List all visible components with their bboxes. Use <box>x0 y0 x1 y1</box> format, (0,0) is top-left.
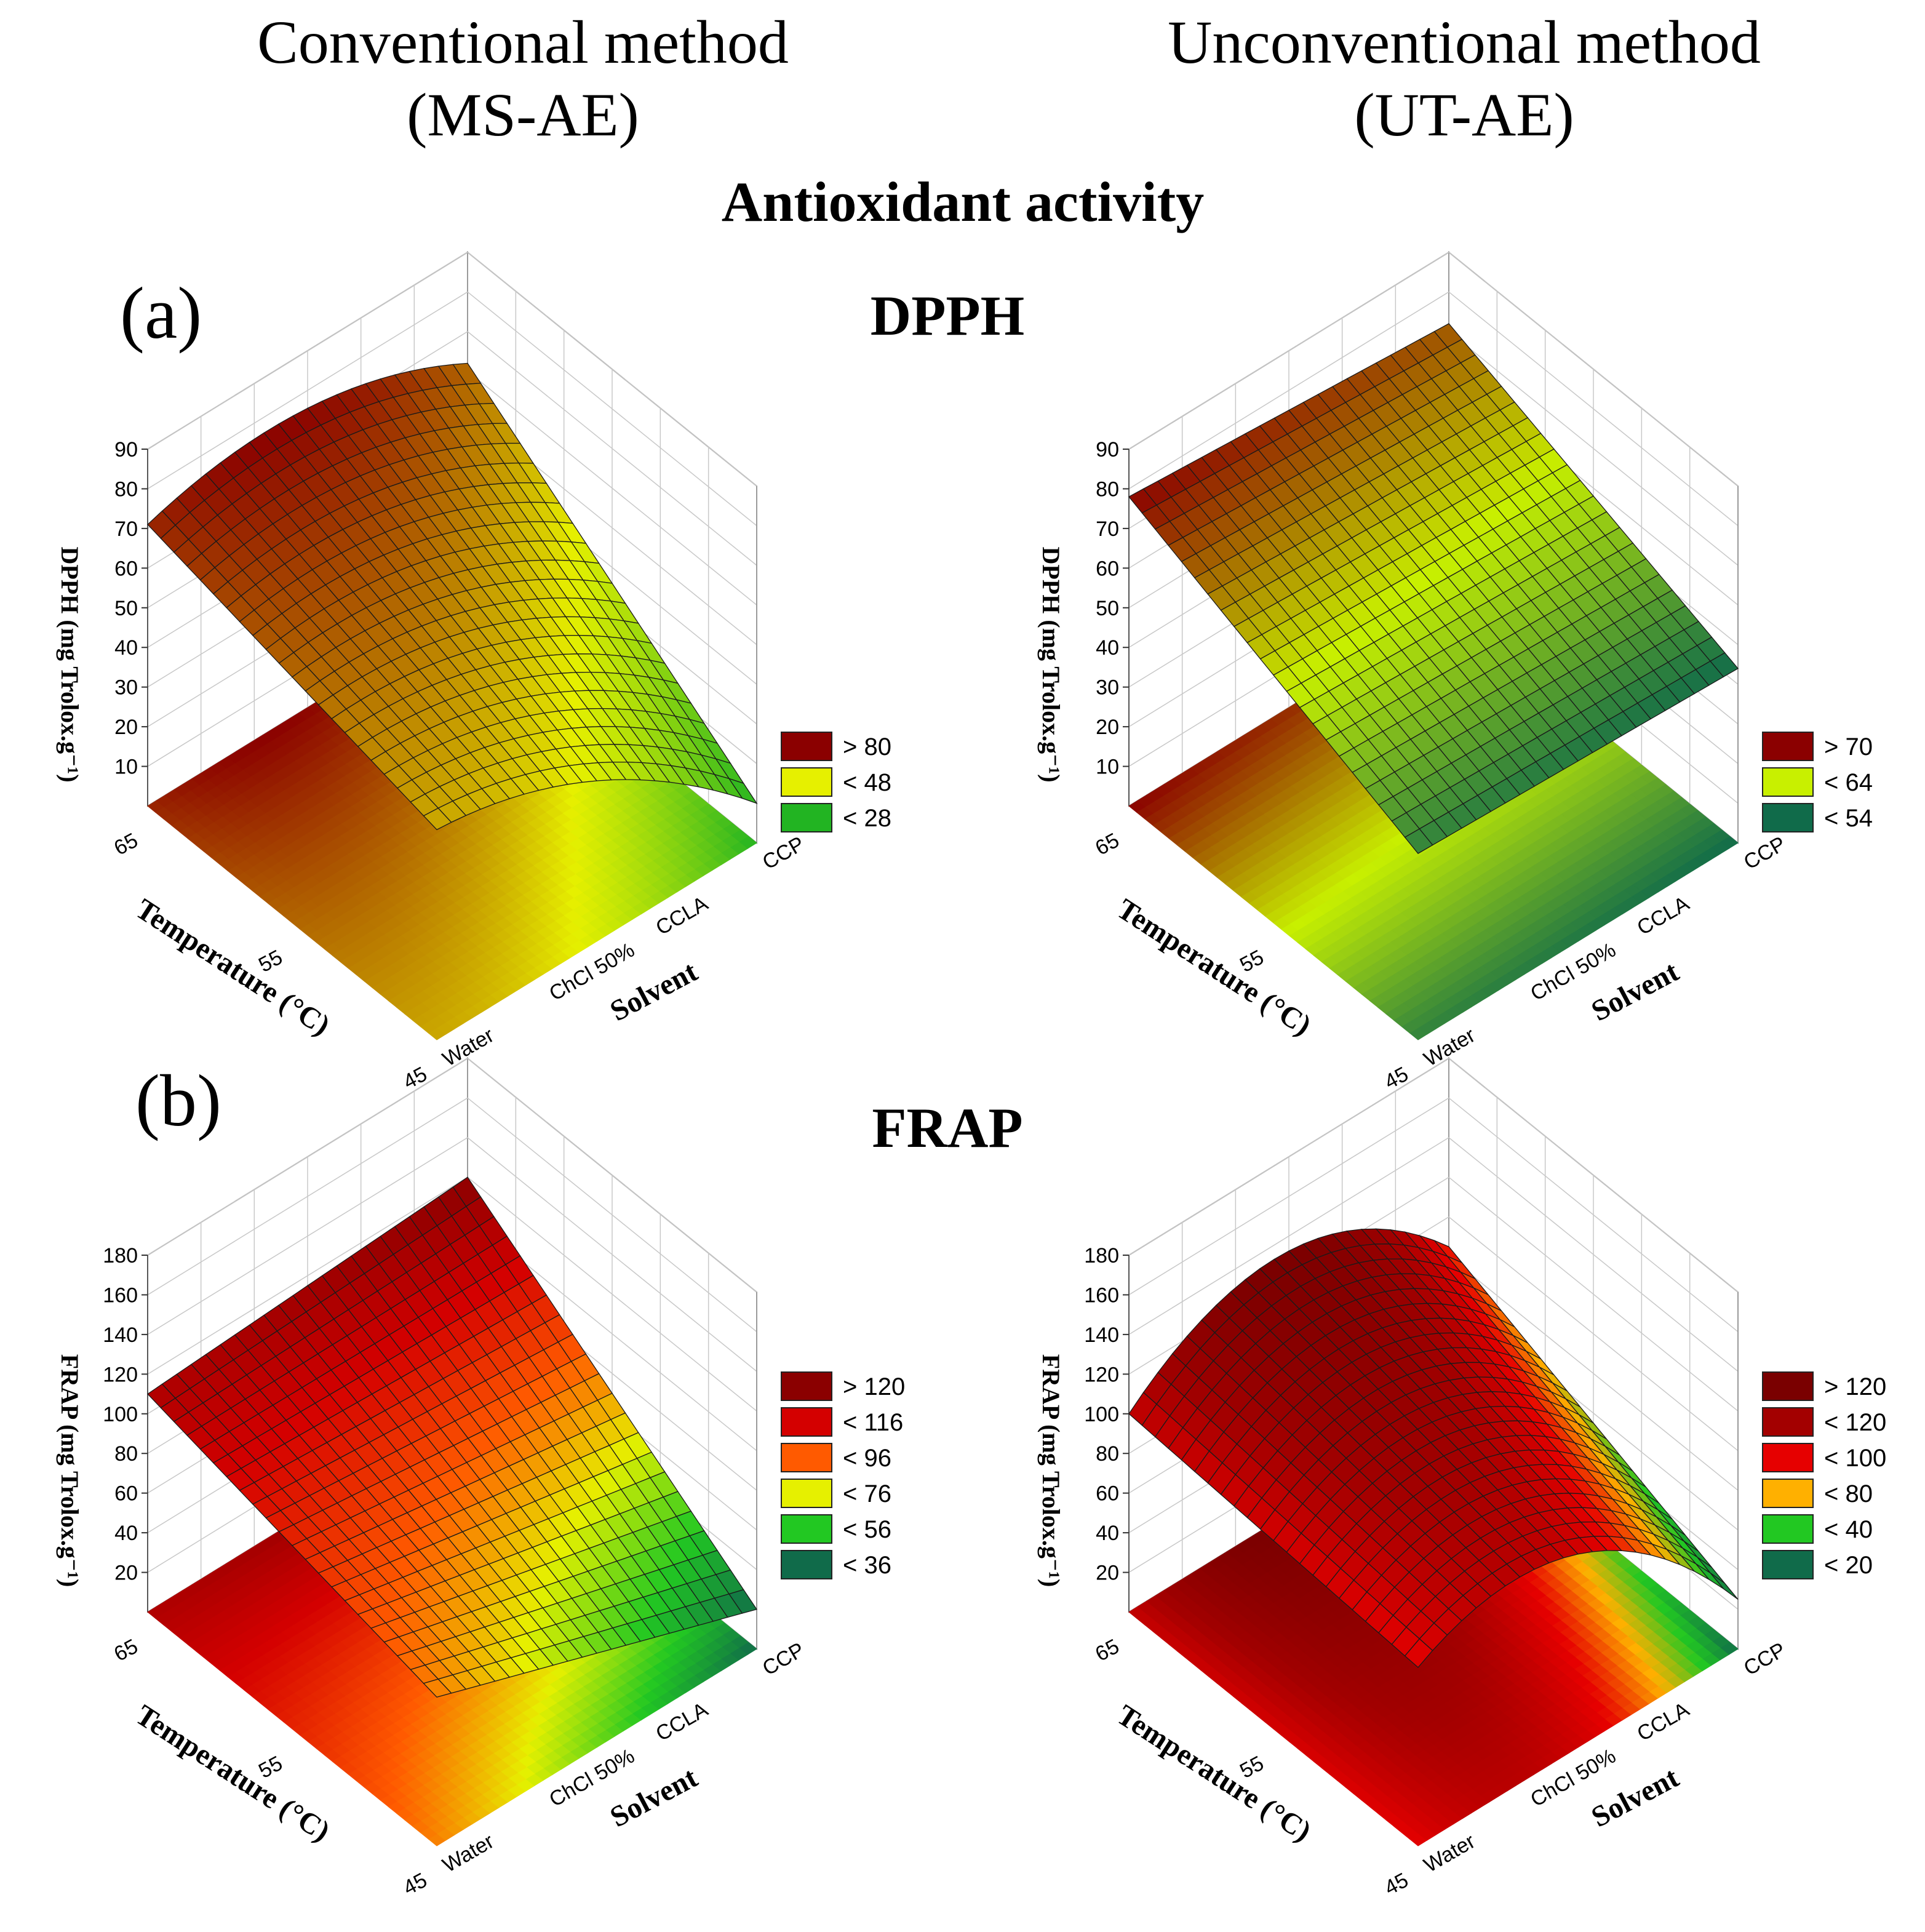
solvent-tick-label: CCP <box>1740 832 1790 874</box>
z-tick-label: 70 <box>1096 517 1119 541</box>
z-tick-label: 30 <box>114 676 138 700</box>
main-title: Antioxidant activity <box>554 169 1372 234</box>
z-tick-label: 60 <box>1096 557 1119 580</box>
legend-swatch <box>781 732 832 760</box>
unconventional-method-line2: (UT-AE) <box>1089 79 1839 151</box>
unconventional-method-title: Unconventional method (UT-AE) <box>1089 6 1839 151</box>
z-tick-label: 50 <box>114 597 138 620</box>
z-tick-label: 20 <box>1096 716 1119 739</box>
z-tick-label: 60 <box>114 1482 138 1506</box>
z-tick-label: 50 <box>1096 597 1119 620</box>
z-tick-label: 40 <box>114 1522 138 1545</box>
z-tick-label: 120 <box>103 1363 138 1386</box>
z-tick-label: 20 <box>114 716 138 739</box>
temperature-tick-label: 65 <box>110 829 141 860</box>
legend: > 70 < 64 < 54 <box>1763 732 1873 832</box>
z-tick-label: 10 <box>114 756 138 779</box>
z-tick-label: 10 <box>1096 756 1119 779</box>
z-tick-label: 180 <box>103 1244 138 1267</box>
legend-label: < 48 <box>843 769 891 796</box>
z-tick-label: 80 <box>1096 477 1119 501</box>
z-tick-label: 80 <box>114 477 138 501</box>
z-tick-label: 160 <box>103 1283 138 1307</box>
conventional-method-line2: (MS-AE) <box>148 79 898 151</box>
legend-label: > 70 <box>1824 733 1873 760</box>
z-tick-label: 100 <box>103 1403 138 1426</box>
legend-label: < 64 <box>1824 769 1873 796</box>
z-tick-label: 30 <box>1096 676 1119 700</box>
conventional-method-line1: Conventional method <box>148 6 898 79</box>
z-tick-label: 90 <box>114 438 138 461</box>
legend-swatch <box>1763 732 1813 760</box>
z-tick-label: 140 <box>103 1323 138 1347</box>
z-tick-label: 80 <box>114 1442 138 1466</box>
z-tick-label: 40 <box>114 636 138 660</box>
z-tick-label: 60 <box>114 557 138 580</box>
z-tick-label: 40 <box>1096 636 1119 660</box>
legend-label: < 54 <box>1824 805 1873 832</box>
legend-swatch <box>1763 768 1813 796</box>
legend-swatch <box>781 768 832 796</box>
legend-label: < 28 <box>843 805 891 832</box>
legend-swatch <box>1763 804 1813 832</box>
z-axis-title: DPPH (mg Trolox.g⁻¹) <box>56 546 84 782</box>
z-tick-label: 20 <box>114 1562 138 1585</box>
solvent-tick-label: CCP <box>759 832 808 874</box>
z-axis-title: DPPH (mg Trolox.g⁻¹) <box>1037 546 1065 782</box>
z-tick-label: 70 <box>114 517 138 541</box>
unconventional-method-line1: Unconventional method <box>1089 6 1839 79</box>
conventional-method-title: Conventional method (MS-AE) <box>148 6 898 151</box>
legend: > 80 < 48 < 28 <box>781 732 891 832</box>
legend-label: > 80 <box>843 733 891 760</box>
legend-swatch <box>781 804 832 832</box>
z-tick-label: 90 <box>1096 438 1119 461</box>
temperature-tick-label: 65 <box>1091 829 1123 860</box>
